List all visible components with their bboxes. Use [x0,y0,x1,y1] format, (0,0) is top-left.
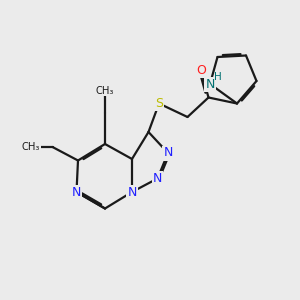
Text: O: O [196,64,206,77]
Text: CH₃: CH₃ [96,86,114,96]
Text: N: N [205,77,215,91]
Text: N: N [153,172,162,185]
Text: S: S [155,97,163,110]
Text: N: N [72,185,81,199]
Text: N: N [163,146,173,160]
Text: CH₃: CH₃ [22,142,40,152]
Text: H: H [214,71,221,82]
Text: N: N [127,185,137,199]
